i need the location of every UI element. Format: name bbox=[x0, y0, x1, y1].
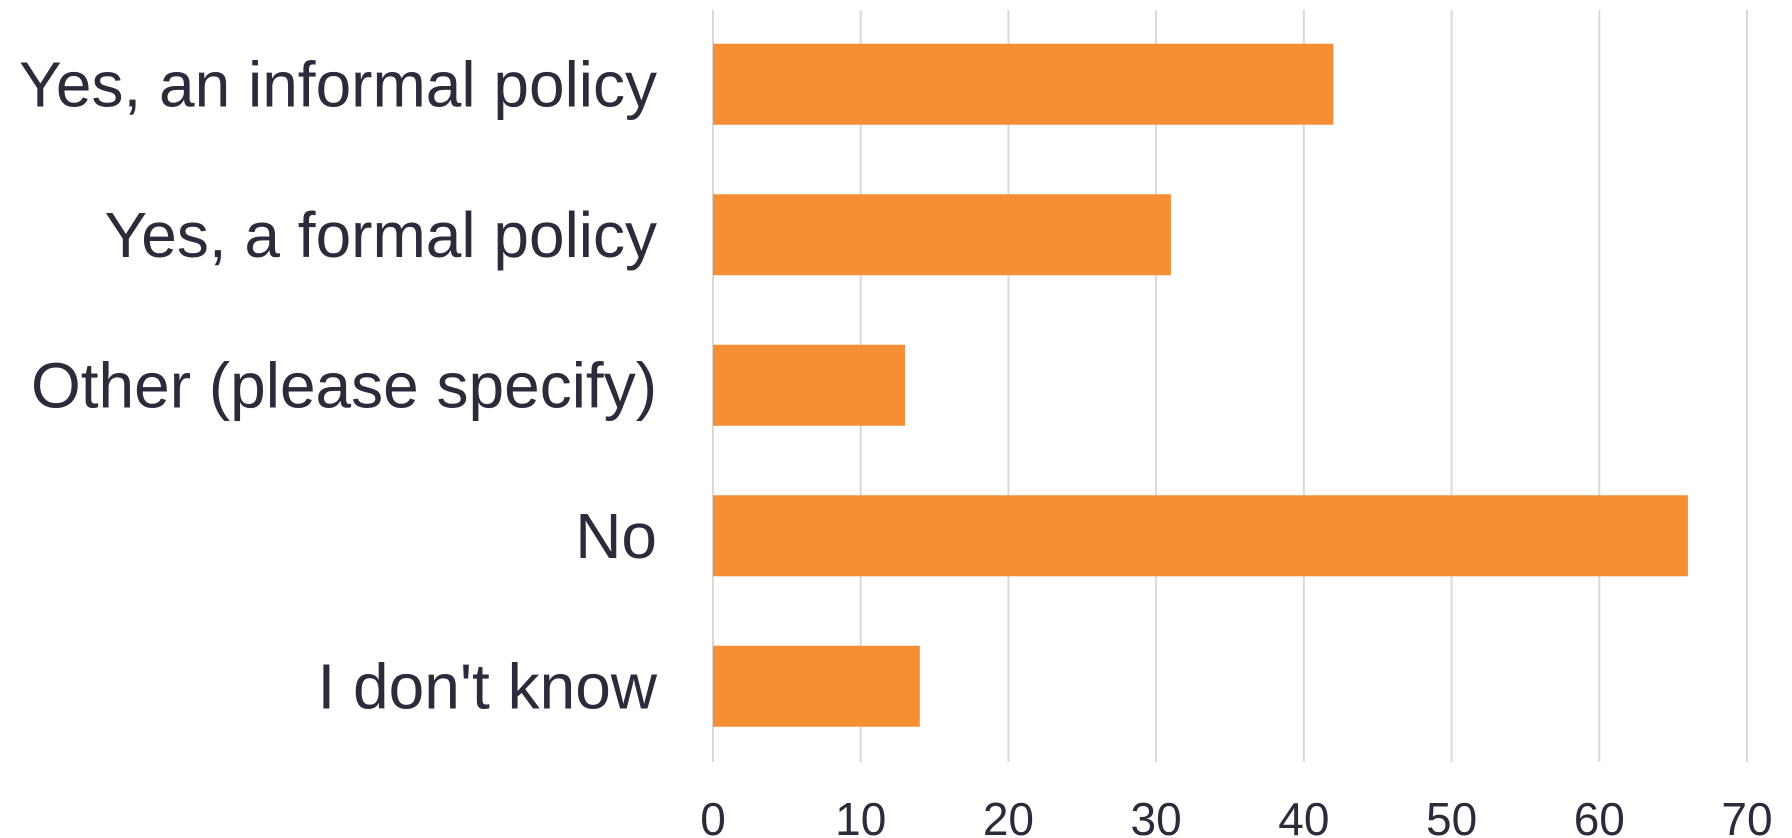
bar-1 bbox=[713, 43, 1334, 125]
x-tick-label-30: 30 bbox=[1131, 793, 1182, 838]
category-labels: Yes, an informal policy Yes, a formal pol… bbox=[19, 48, 658, 722]
category-label-1: Yes, an informal policy bbox=[19, 48, 657, 120]
category-label-2: Yes, a formal policy bbox=[104, 199, 657, 271]
bar-2 bbox=[713, 194, 1171, 276]
bar-4 bbox=[713, 495, 1688, 577]
x-tick-label-0: 0 bbox=[700, 793, 726, 838]
x-tick-label-70: 70 bbox=[1721, 793, 1772, 838]
category-label-5: I don't know bbox=[317, 650, 657, 722]
x-tick-label-60: 60 bbox=[1574, 793, 1625, 838]
x-tick-label-40: 40 bbox=[1278, 793, 1329, 838]
x-tick-label-50: 50 bbox=[1426, 793, 1477, 838]
category-label-3: Other (please specify) bbox=[31, 349, 657, 421]
bar-3 bbox=[713, 344, 906, 426]
bar-5 bbox=[713, 645, 920, 727]
x-axis-tick-labels: 0 10 20 30 40 50 60 70 bbox=[700, 793, 1772, 838]
x-tick-label-10: 10 bbox=[835, 793, 886, 838]
category-label-4: No bbox=[575, 500, 657, 572]
bars bbox=[713, 43, 1688, 727]
x-tick-label-20: 20 bbox=[983, 793, 1034, 838]
gridlines bbox=[712, 10, 1748, 762]
